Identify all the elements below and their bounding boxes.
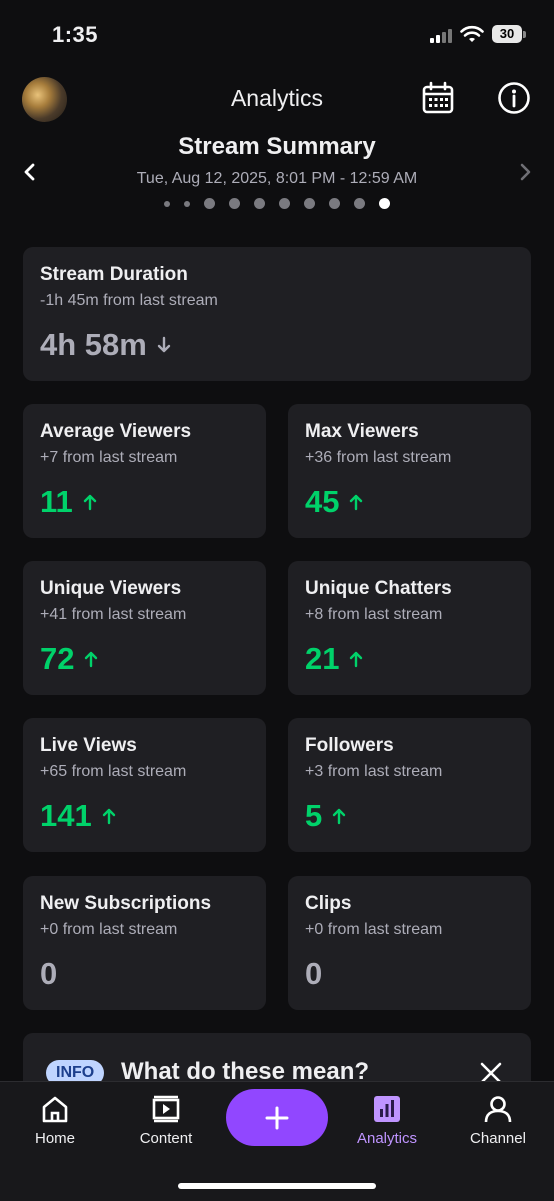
info-icon[interactable]	[497, 81, 531, 115]
page-dot[interactable]	[164, 200, 170, 207]
tab-channel[interactable]: Channel	[453, 1094, 543, 1147]
stat-card: Clips +0 from last stream 0	[288, 876, 531, 1010]
stat-title: Unique Viewers	[40, 578, 182, 599]
stat-title: Average Viewers	[40, 421, 192, 442]
page-dot[interactable]	[279, 198, 290, 209]
arrow-up-icon	[85, 651, 98, 668]
arrow-up-icon	[102, 808, 115, 825]
page-title: Analytics	[230, 85, 324, 111]
stat-value: 45	[305, 484, 340, 519]
stat-card: Average Viewers +7 from last stream 11	[23, 404, 266, 538]
page-dot[interactable]	[304, 198, 315, 209]
stat-value-row: 141	[40, 798, 116, 834]
page-dot-active[interactable]	[379, 198, 390, 209]
stat-value-row: 21	[305, 641, 363, 677]
battery-icon: 30	[492, 25, 522, 43]
page-dot[interactable]	[254, 198, 265, 209]
status-time: 1:35	[52, 22, 99, 47]
stream-duration-delta: -1h 45m from last stream	[40, 292, 218, 309]
stat-delta: +36 from last stream	[305, 449, 452, 466]
tab-channel-label: Channel	[470, 1130, 526, 1147]
analytics-icon	[374, 1096, 400, 1122]
summary-title: Stream Summary	[178, 133, 376, 160]
chevron-right-icon[interactable]	[515, 160, 535, 184]
stat-card: Followers +3 from last stream 5	[288, 718, 531, 852]
battery-tip	[523, 31, 526, 38]
stat-delta: +41 from last stream	[40, 606, 187, 623]
stat-value: 72	[40, 641, 75, 676]
stat-value-row: 5	[305, 798, 346, 834]
summary-date-range: Tue, Aug 12, 2025, 8:01 PM - 12:59 AM	[136, 170, 418, 187]
home-indicator	[178, 1183, 376, 1189]
person-icon	[484, 1096, 512, 1123]
stat-title: Followers	[305, 735, 394, 756]
page-dot[interactable]	[354, 198, 365, 209]
arrow-down-icon	[157, 336, 171, 353]
tab-content[interactable]: Content	[121, 1094, 211, 1147]
stat-delta: +0 from last stream	[40, 921, 178, 938]
avatar[interactable]	[22, 77, 67, 122]
stat-delta: +3 from last stream	[305, 763, 443, 780]
stat-title: Unique Chatters	[305, 578, 452, 599]
status-bar: 1:35 30	[0, 0, 554, 70]
stat-value: 11	[40, 484, 73, 519]
chevron-left-icon[interactable]	[20, 160, 40, 184]
stat-value-row: 72	[40, 641, 98, 677]
stat-value-row: 0	[40, 956, 57, 992]
info-banner-text: What do these mean?	[121, 1058, 370, 1085]
stat-delta: +8 from last stream	[305, 606, 443, 623]
stat-card: Unique Chatters +8 from last stream 21	[288, 561, 531, 695]
stat-card: New Subscriptions +0 from last stream 0	[23, 876, 266, 1010]
content-icon	[152, 1095, 180, 1123]
page-indicator[interactable]	[0, 198, 554, 209]
arrow-up-icon	[350, 651, 363, 668]
stream-duration-card: Stream Duration -1h 45m from last stream…	[23, 247, 531, 381]
stream-duration-value: 4h 58m	[40, 327, 147, 362]
stat-value: 0	[40, 956, 58, 991]
tab-analytics-label: Analytics	[356, 1130, 418, 1147]
arrow-up-icon	[350, 494, 363, 511]
stat-value: 21	[305, 641, 340, 676]
arrow-up-icon	[83, 494, 96, 511]
home-icon	[42, 1096, 68, 1123]
arrow-up-icon	[333, 808, 346, 825]
stat-value: 5	[305, 798, 323, 833]
stat-title: Max Viewers	[305, 421, 419, 442]
tab-bar: Home Content Analytics Channel	[0, 1081, 554, 1201]
stat-delta: +65 from last stream	[40, 763, 187, 780]
page-dot[interactable]	[229, 198, 240, 209]
stat-delta: +0 from last stream	[305, 921, 443, 938]
page-dot[interactable]	[204, 198, 215, 209]
stat-title: Live Views	[40, 735, 137, 756]
calendar-icon[interactable]	[420, 80, 456, 116]
stat-card: Unique Viewers +41 from last stream 72	[23, 561, 266, 695]
page-dot[interactable]	[184, 200, 190, 207]
stat-card: Live Views +65 from last stream 141	[23, 718, 266, 852]
tab-home-label: Home	[34, 1130, 75, 1147]
tab-content-label: Content	[139, 1130, 193, 1147]
stat-delta: +7 from last stream	[40, 449, 178, 466]
close-icon[interactable]	[479, 1061, 503, 1085]
stat-value: 141	[40, 798, 92, 833]
stat-card: Max Viewers +36 from last stream 45	[288, 404, 531, 538]
create-button[interactable]	[226, 1089, 328, 1146]
stream-duration-title: Stream Duration	[40, 264, 188, 285]
cellular-signal-icon	[430, 29, 454, 43]
stream-duration-value-row: 4h 58m	[40, 327, 171, 363]
tab-analytics[interactable]: Analytics	[342, 1094, 432, 1147]
tab-home[interactable]: Home	[10, 1094, 100, 1147]
stat-title: New Subscriptions	[40, 893, 212, 914]
stat-value-row: 45	[305, 484, 363, 520]
stat-title: Clips	[305, 893, 352, 914]
stat-value: 0	[305, 956, 323, 991]
wifi-icon	[460, 25, 484, 42]
page-dot[interactable]	[329, 198, 340, 209]
plus-icon	[265, 1106, 289, 1130]
stat-value-row: 0	[305, 956, 322, 992]
stat-value-row: 11	[40, 484, 97, 520]
